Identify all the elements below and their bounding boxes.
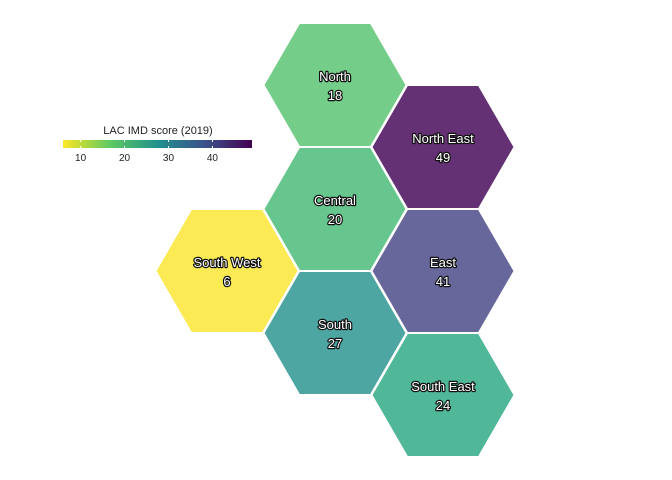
region-name-label: North [319,69,351,84]
region-name-label: South [318,317,352,332]
hex-south-east [371,333,515,457]
hex-central [263,147,407,271]
region-south-east: South East 24 [371,333,515,457]
hex-north-east [371,85,515,209]
region-north-east: North East 49 [371,85,515,209]
legend-color-bar [63,140,252,148]
region-name-label: South East [411,379,475,394]
region-value-label: 20 [328,212,342,227]
region-east: East 41 [371,209,515,333]
hex-south-west [155,209,299,333]
hex-north [263,23,407,147]
hex-east [371,209,515,333]
hex-south [263,271,407,395]
region-value-label: 24 [436,398,450,413]
legend: LAC IMD score (2019) 10 20 30 40 [63,125,252,164]
region-name-label: South West [194,255,261,270]
legend-tick-label: 40 [207,153,219,164]
region-central: Central 20 [263,147,407,271]
region-value-label: 49 [436,150,450,165]
region-name-label: Central [314,193,356,208]
legend-title: LAC IMD score (2019) [103,125,212,137]
region-value-label: 6 [223,274,230,289]
region-value-label: 41 [436,274,450,289]
region-name-label: East [430,255,456,270]
region-south: South 27 [263,271,407,395]
region-value-label: 27 [328,336,342,351]
region-north: North 18 [263,23,407,147]
legend-tick-label: 30 [163,153,175,164]
region-south-west: South West 6 [155,209,299,333]
region-value-label: 18 [328,88,342,103]
legend-tick-label: 20 [119,153,131,164]
hex-tiles: North 18 North East 49 Central 20 East 41 South … [155,23,515,457]
legend-tick-label: 10 [75,153,87,164]
region-name-label: North East [412,131,474,146]
legend-ticks: 10 20 30 40 [75,140,218,164]
